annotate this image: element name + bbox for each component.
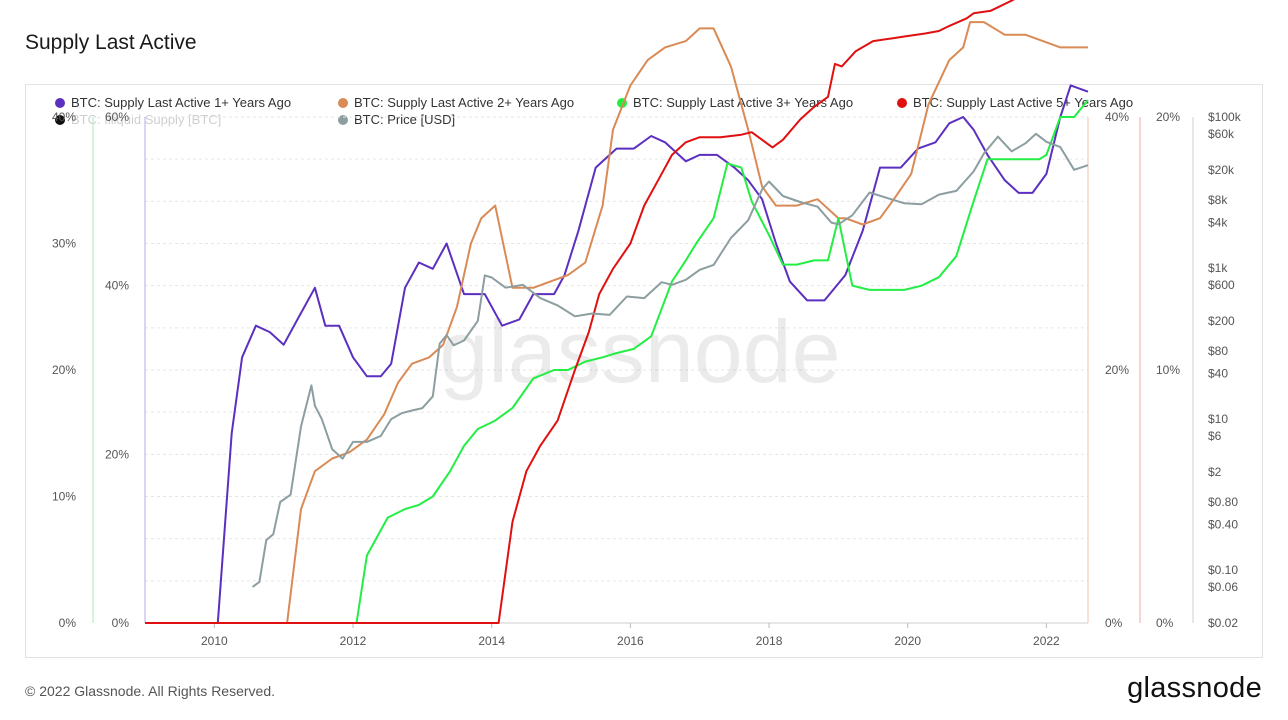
price-tick-label: $100k — [1208, 110, 1242, 124]
legend-dot — [617, 97, 627, 108]
price-tick-label: $600 — [1208, 278, 1235, 292]
x-tick-label: 2014 — [478, 634, 505, 648]
grid — [145, 116, 1088, 624]
legend-label: BTC: Illiquid Supply [BTC] — [71, 112, 222, 127]
price-tick-label: $80 — [1208, 344, 1228, 358]
x-tick-label: 2016 — [617, 634, 644, 648]
price-tick-label: $1k — [1208, 261, 1228, 275]
legend-dot — [55, 114, 65, 125]
legend-label: BTC: Price [USD] — [354, 112, 456, 127]
price-tick-label: $0.06 — [1208, 580, 1238, 594]
y1-tick-label: 0% — [59, 616, 77, 630]
series-line-supply-3y — [145, 99, 1089, 624]
y2-tick-label: 20% — [105, 447, 129, 461]
legend-item-price[interactable]: BTC: Price [USD] — [338, 112, 455, 127]
watermark: glassnode — [439, 302, 840, 401]
x-tick-label: 2018 — [756, 634, 783, 648]
series-line-supply-2y — [145, 21, 1088, 624]
series-group — [145, 0, 1089, 624]
legend-item-supply-1y[interactable]: BTC: Supply Last Active 1+ Years Ago — [55, 95, 291, 110]
y2-tick-label: 60% — [105, 110, 129, 124]
y3-tick-label: 20% — [1105, 363, 1129, 377]
legend-item-supply-5y[interactable]: BTC: Supply Last Active 5+ Years Ago — [897, 95, 1133, 110]
legend-item-supply-2y[interactable]: BTC: Supply Last Active 2+ Years Ago — [338, 95, 574, 110]
price-tick-label: $20k — [1208, 163, 1235, 177]
chart-panel — [25, 84, 1263, 658]
price-tick-label: $0.10 — [1208, 563, 1238, 577]
x-tick-label: 2010 — [201, 634, 228, 648]
y4-tick-label: 10% — [1156, 363, 1180, 377]
series-line-supply-1y — [145, 84, 1089, 624]
page-title: Supply Last Active — [25, 31, 197, 54]
legend-dot — [55, 97, 65, 108]
y3-tick-label: 40% — [1105, 110, 1129, 124]
legend-label: BTC: Supply Last Active 3+ Years Ago — [633, 95, 854, 110]
y1-tick-label: 10% — [52, 490, 76, 504]
price-tick-label: $6 — [1208, 429, 1222, 443]
y3-tick-label: 0% — [1105, 616, 1123, 630]
price-tick-label: $200 — [1208, 314, 1235, 328]
legend-label: BTC: Supply Last Active 1+ Years Ago — [71, 95, 292, 110]
price-tick-label: $4k — [1208, 216, 1228, 230]
y4-tick-label: 0% — [1156, 616, 1174, 630]
y4-tick-label: 20% — [1156, 110, 1180, 124]
x-tick-label: 2022 — [1033, 634, 1060, 648]
price-tick-label: $0.02 — [1208, 616, 1238, 630]
legend-dot — [897, 97, 907, 108]
price-tick-label: $40 — [1208, 367, 1228, 381]
copyright: © 2022 Glassnode. All Rights Reserved. — [25, 683, 276, 699]
series-line-supply-5y — [145, 0, 1015, 624]
price-tick-label: $10 — [1208, 412, 1228, 426]
price-tick-label: $2 — [1208, 465, 1222, 479]
price-tick-label: $60k — [1208, 127, 1235, 141]
x-tick-label: 2012 — [340, 634, 367, 648]
y1-tick-label: 30% — [52, 237, 76, 251]
legend-dot — [338, 97, 348, 108]
price-tick-label: $8k — [1208, 193, 1228, 207]
legend-dot — [338, 114, 348, 125]
legend-label: BTC: Supply Last Active 2+ Years Ago — [354, 95, 575, 110]
y2-tick-label: 0% — [112, 616, 130, 630]
price-tick-label: $0.40 — [1208, 518, 1238, 532]
y2-tick-label: 40% — [105, 279, 129, 293]
y1-tick-label: 20% — [52, 363, 76, 377]
series-line-price — [251, 132, 1089, 588]
legend-label: BTC: Supply Last Active 5+ Years Ago — [913, 95, 1134, 110]
legend-item-supply-3y[interactable]: BTC: Supply Last Active 3+ Years Ago — [617, 95, 853, 110]
x-tick-label: 2020 — [894, 634, 921, 648]
brand-logo[interactable]: glassnode — [1127, 672, 1262, 704]
price-tick-label: $0.80 — [1208, 495, 1238, 509]
y1-tick-label: 40% — [52, 110, 76, 124]
legend-item-illiquid-supply[interactable]: BTC: Illiquid Supply [BTC] — [55, 112, 221, 127]
